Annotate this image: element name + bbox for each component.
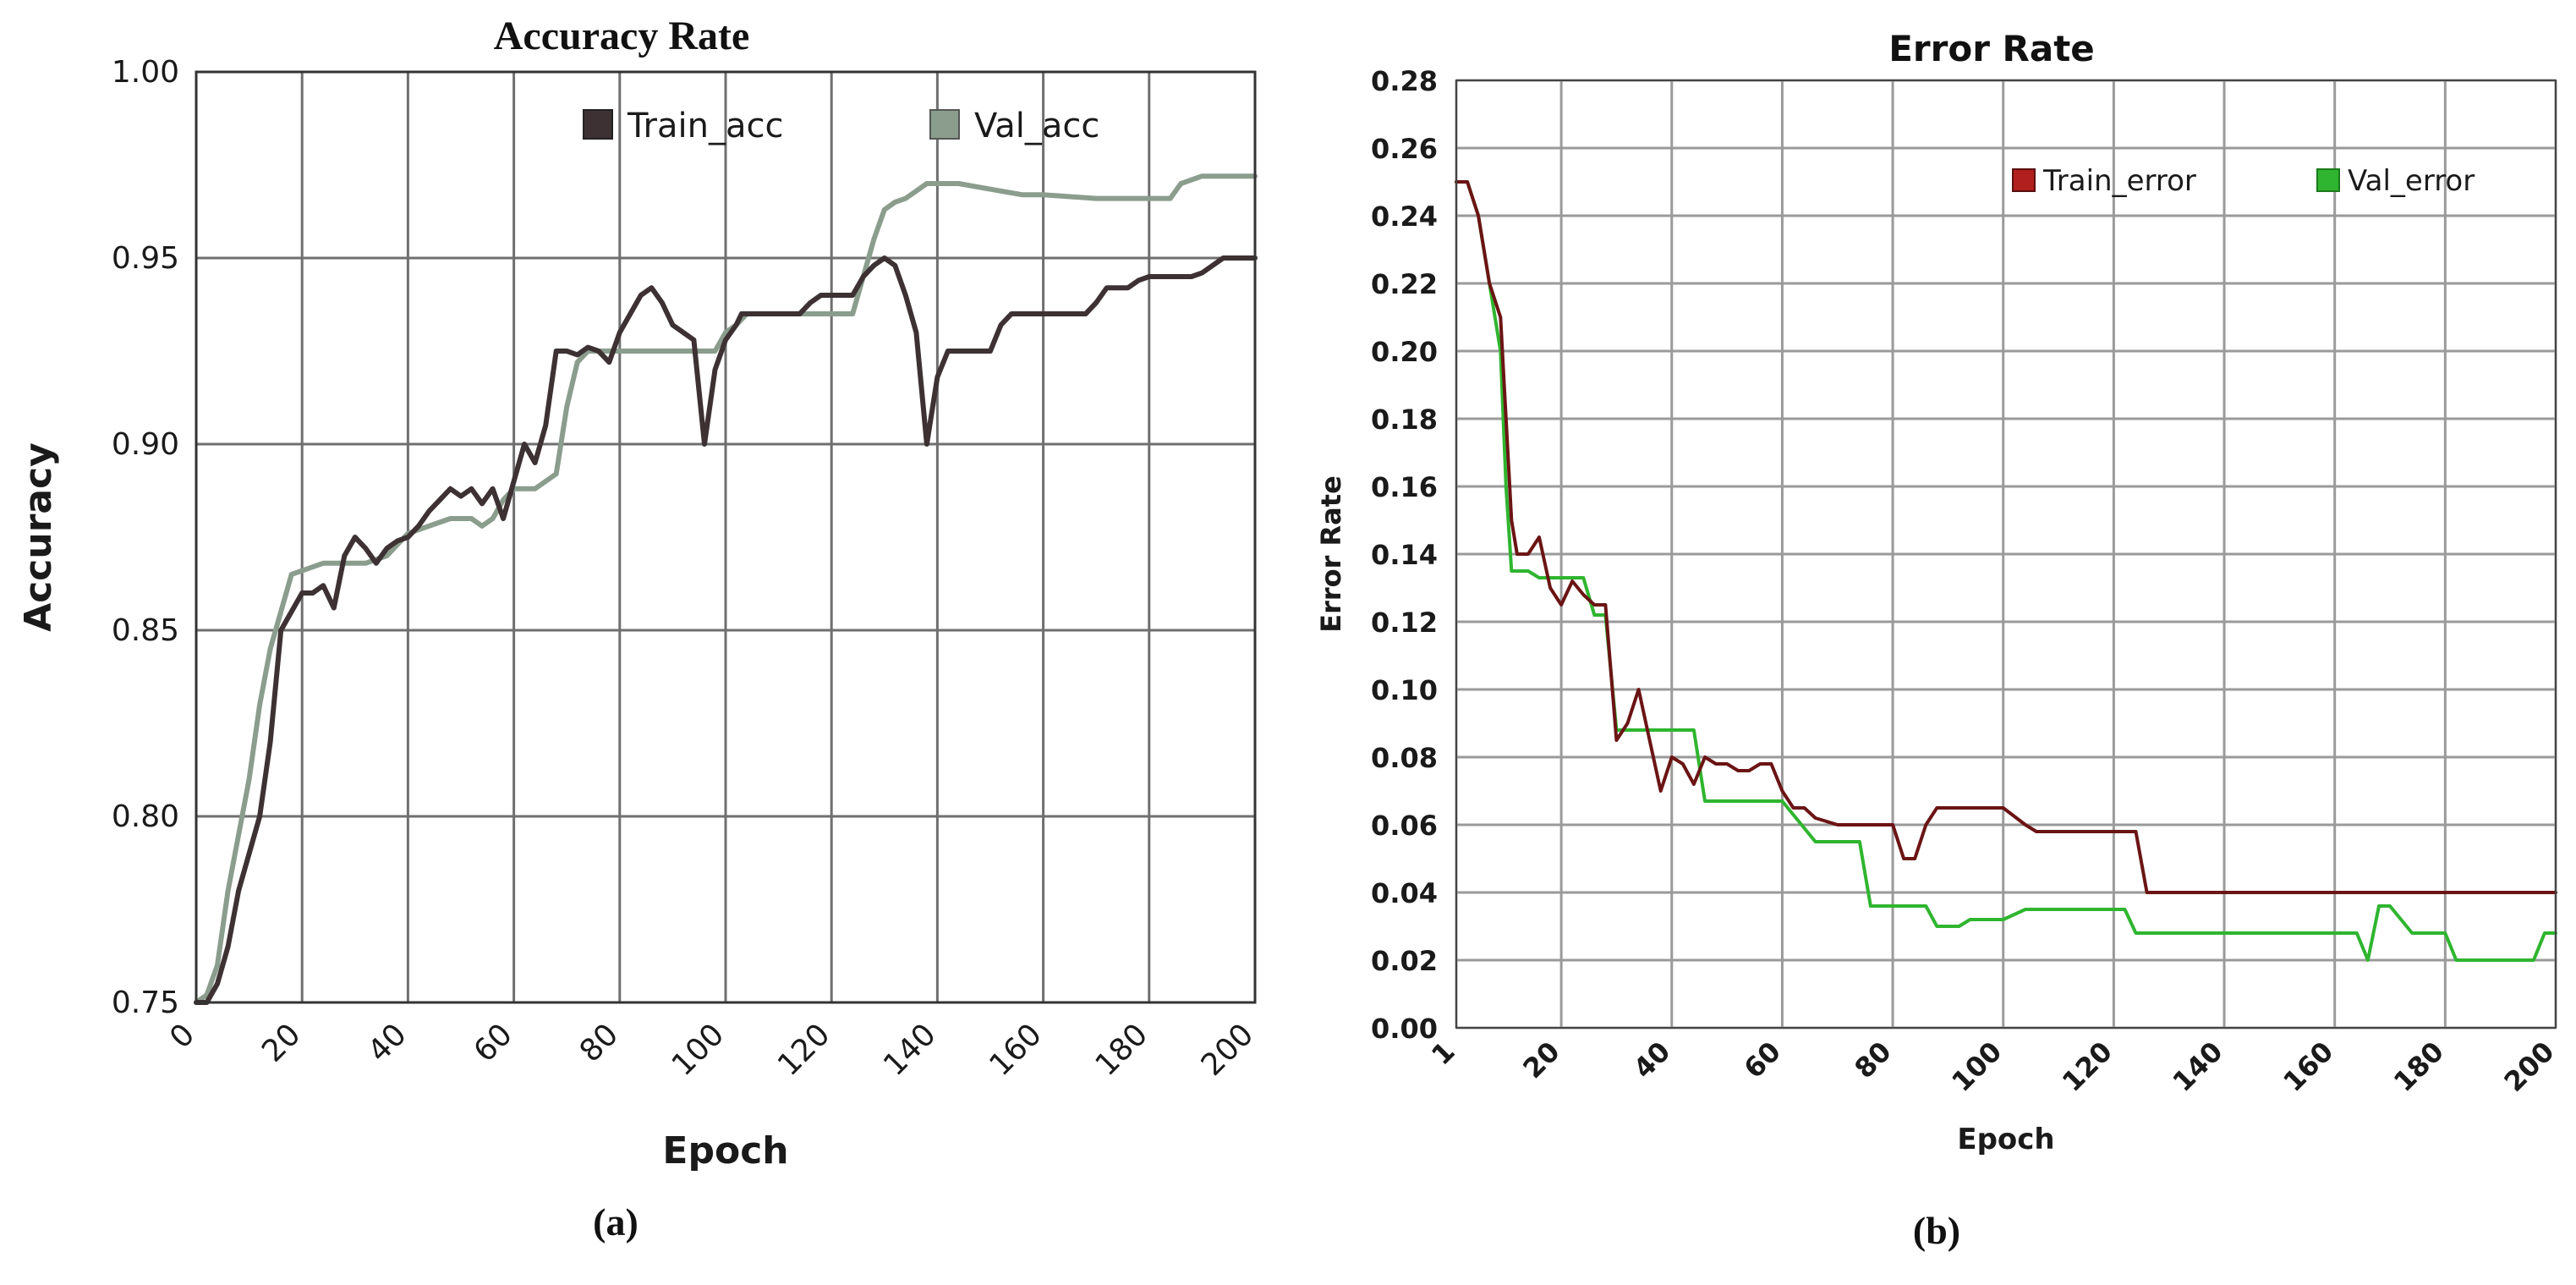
x-tick-label: 40 xyxy=(361,1017,413,1068)
y-tick-label: 0.95 xyxy=(112,241,179,276)
series-line-val-error xyxy=(1455,180,2557,962)
y-tick-label: 0.04 xyxy=(1371,877,1438,909)
y-tick-labels: 0.00 0.02 0.04 0.06 0.08 0.10 0.12 0.14 0.16 0.18… xyxy=(1371,65,1438,1045)
x-axis-label: Epoch xyxy=(1957,1123,2054,1156)
x-tick-label: 180 xyxy=(1089,1017,1155,1083)
x-tick-label: 40 xyxy=(1627,1035,1676,1085)
y-tick-label: 0.28 xyxy=(1371,65,1438,97)
error-rate-chart: Error Rate 0.000.020.040.060.080.100.120… xyxy=(1315,28,2561,1252)
x-tick-label: 100 xyxy=(666,1017,732,1083)
y-tick-label: 0.02 xyxy=(1371,945,1438,977)
y-tick-label: 0.14 xyxy=(1371,539,1438,571)
y-tick-label: 0.90 xyxy=(112,427,179,462)
accuracy-chart: Accuracy Rate 0.75 0.80 0.85 0.90 0.95 1.00 0… xyxy=(17,14,1260,1244)
x-tick-label: 120 xyxy=(2056,1035,2118,1098)
panel-label: (b) xyxy=(1913,1209,1960,1252)
y-tick-label: 0.12 xyxy=(1371,607,1438,639)
series-lines xyxy=(1455,180,2557,962)
y-tick-label: 0.16 xyxy=(1371,471,1438,503)
y-tick-label: 0.24 xyxy=(1371,200,1438,233)
x-tick-label: 160 xyxy=(2277,1035,2339,1098)
legend: Train_acc Val_acc xyxy=(583,107,1099,146)
y-tick-label: 0.08 xyxy=(1371,742,1438,774)
x-tick-label: 200 xyxy=(2498,1035,2561,1098)
x-tick-label: 100 xyxy=(1945,1035,2008,1098)
chart-title: Error Rate xyxy=(1888,28,2095,69)
x-tick-label: 80 xyxy=(573,1017,625,1068)
chart-title: Accuracy Rate xyxy=(494,14,750,58)
y-tick-label: 0.22 xyxy=(1371,268,1438,300)
x-tick-labels: 1 20 40 60 80 100 120 140 160 180 200 xyxy=(1425,1035,2561,1098)
legend-swatch-val-acc xyxy=(929,109,960,140)
x-tick-label: 0 xyxy=(163,1017,201,1055)
y-tick-label: 0.20 xyxy=(1371,336,1438,368)
x-tick-label: 140 xyxy=(877,1017,943,1083)
y-tick-label: 0.18 xyxy=(1371,404,1438,436)
grid xyxy=(195,70,1257,1004)
y-tick-label: 0.06 xyxy=(1371,810,1438,842)
series-line-val-acc xyxy=(194,173,1258,1005)
y-tick-label: 0.75 xyxy=(112,986,179,1020)
y-axis-label: Error Rate xyxy=(1315,475,1347,633)
y-tick-label: 0.00 xyxy=(1371,1013,1438,1045)
x-tick-label: 60 xyxy=(1738,1035,1787,1085)
x-tick-label: 180 xyxy=(2387,1035,2450,1098)
x-tick-label: 160 xyxy=(983,1017,1049,1083)
legend-swatch-train-error xyxy=(2012,168,2036,192)
x-tick-labels: 0 20 40 60 80 100 120 140 160 180 200 xyxy=(163,1017,1260,1083)
legend-swatch-train-acc xyxy=(583,109,613,140)
legend-label-train-error: Train_error xyxy=(2042,164,2196,198)
y-tick-label: 0.10 xyxy=(1371,674,1438,706)
y-tick-label: 0.26 xyxy=(1371,133,1438,165)
legend: Train_error Val_error xyxy=(2012,164,2475,198)
y-tick-label: 0.80 xyxy=(112,799,179,834)
y-tick-label: 0.85 xyxy=(112,613,179,648)
plot-frame xyxy=(195,70,1257,1004)
legend-swatch-val-error xyxy=(2316,168,2340,192)
legend-label-val-error: Val_error xyxy=(2348,164,2475,198)
plot-frame xyxy=(1455,80,2557,1029)
x-tick-label: 140 xyxy=(2167,1035,2229,1098)
y-tick-label: 1.00 xyxy=(112,55,179,90)
series-line-train-error xyxy=(1455,180,2557,894)
x-tick-label: 80 xyxy=(1848,1035,1897,1085)
x-tick-label: 20 xyxy=(255,1017,307,1068)
x-tick-label: 20 xyxy=(1516,1035,1565,1085)
x-axis-label: Epoch xyxy=(662,1129,788,1172)
legend-label-train-acc: Train_acc xyxy=(627,107,783,146)
panel-label: (a) xyxy=(593,1200,639,1244)
y-axis-label: Accuracy xyxy=(17,442,60,632)
y-tick-labels: 0.75 0.80 0.85 0.90 0.95 1.00 xyxy=(112,55,179,1020)
x-tick-label: 200 xyxy=(1195,1017,1261,1083)
series-lines xyxy=(194,173,1258,1005)
x-tick-label: 120 xyxy=(771,1017,837,1083)
legend-label-val-acc: Val_acc xyxy=(974,107,1099,146)
series-line-train-acc xyxy=(194,255,1258,1005)
x-tick-label: 60 xyxy=(468,1017,519,1068)
